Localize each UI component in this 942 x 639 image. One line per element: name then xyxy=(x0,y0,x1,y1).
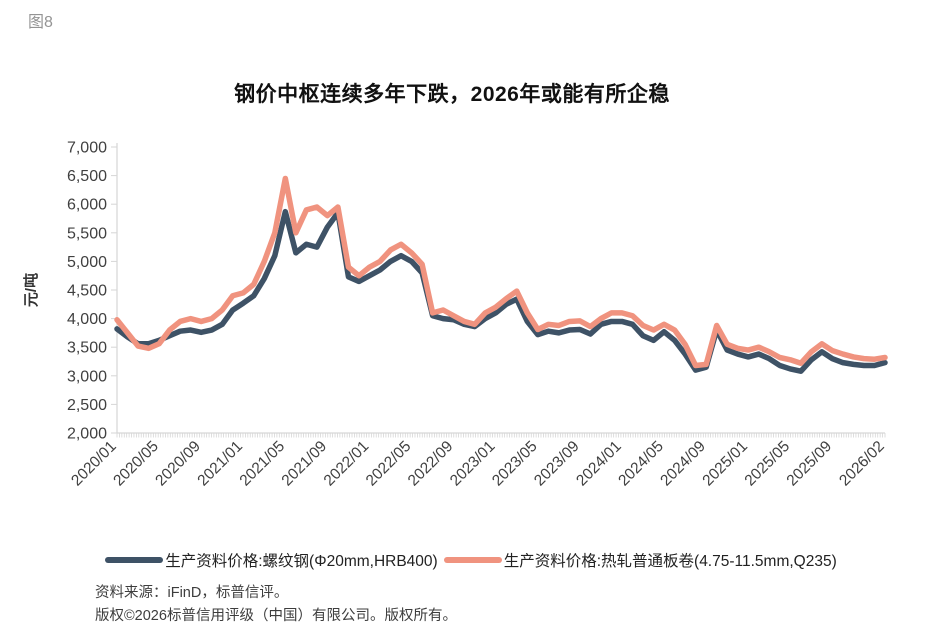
hrc-line-swatch-icon xyxy=(443,557,502,563)
y-tick-label: 4,500 xyxy=(67,283,107,300)
y-tick-label: 2,000 xyxy=(67,426,107,443)
rebar-legend-label: 生产资料价格:螺纹钢(Φ20mm,HRB400) xyxy=(165,553,438,570)
rebar-line-swatch-icon xyxy=(105,557,164,563)
hrc-price-line xyxy=(114,175,888,369)
y-tick-label: 7,000 xyxy=(67,140,107,157)
y-tick-label: 6,000 xyxy=(67,197,107,214)
x-tick-label: 2021/09 xyxy=(279,438,331,490)
chart-legend: 生产资料价格:螺纹钢(Φ20mm,HRB400) 生产资料价格:热轧普通板卷(4… xyxy=(0,549,942,571)
y-axis-title: 元/吨 xyxy=(22,273,40,307)
legend-item-hrc: 生产资料价格:热轧普通板卷(4.75-11.5mm,Q235) xyxy=(443,549,837,571)
x-tick-label: 2020/01 xyxy=(68,438,120,490)
x-tick-label: 2026/02 xyxy=(836,438,888,490)
chart-footer: 资料来源：iFinD，标普信评。 版权©2026标普信用评级（中国）有限公司。版… xyxy=(95,582,457,628)
y-tick-label: 2,500 xyxy=(67,397,107,414)
y-tick-label: 4,000 xyxy=(67,311,107,328)
x-tick-label: 2023/01 xyxy=(447,438,499,490)
x-tick-label: 2023/09 xyxy=(531,438,583,490)
x-tick-label: 2024/09 xyxy=(657,438,709,490)
copyright-line: 版权©2026标普信用评级（中国）有限公司。版权所有。 xyxy=(95,608,457,624)
x-tick-label: 2020/05 xyxy=(110,438,162,490)
legend-item-rebar: 生产资料价格:螺纹钢(Φ20mm,HRB400) xyxy=(105,549,438,571)
y-tick-label: 3,500 xyxy=(67,340,107,357)
x-tick-label: 2021/05 xyxy=(237,438,289,490)
x-tick-label: 2022/01 xyxy=(321,438,373,490)
price-line-chart: 元/吨 7,000 6,500 6,000 5,500 5,000 4,500 4,000 3,… xyxy=(22,140,888,490)
x-tick-label: 2025/09 xyxy=(784,438,836,490)
chart-title: 钢价中枢连续多年下跌，2026年或能有所企稳 xyxy=(234,83,670,106)
x-tick-label: 2025/01 xyxy=(699,438,751,490)
y-tick-label: 3,000 xyxy=(67,368,107,385)
source-line: 资料来源：iFinD，标普信评。 xyxy=(95,585,289,601)
x-tick-label: 2021/01 xyxy=(194,438,246,490)
y-tick-label: 5,500 xyxy=(67,225,107,242)
x-tick-label: 2024/05 xyxy=(615,438,667,490)
x-tick-label: 2022/09 xyxy=(405,438,457,490)
x-tick-label: 2023/05 xyxy=(489,438,541,490)
x-tick-label: 2020/09 xyxy=(152,438,204,490)
y-tick-label: 5,000 xyxy=(67,254,107,271)
x-tick-label: 2022/05 xyxy=(363,438,415,490)
y-tick-label: 6,500 xyxy=(67,168,107,185)
x-tick-label: 2025/05 xyxy=(742,438,794,490)
hrc-legend-label: 生产资料价格:热轧普通板卷(4.75-11.5mm,Q235) xyxy=(503,553,837,570)
rebar-price-line xyxy=(114,208,888,374)
figure-label: 图8 xyxy=(28,14,53,31)
x-tick-label: 2024/01 xyxy=(573,438,625,490)
